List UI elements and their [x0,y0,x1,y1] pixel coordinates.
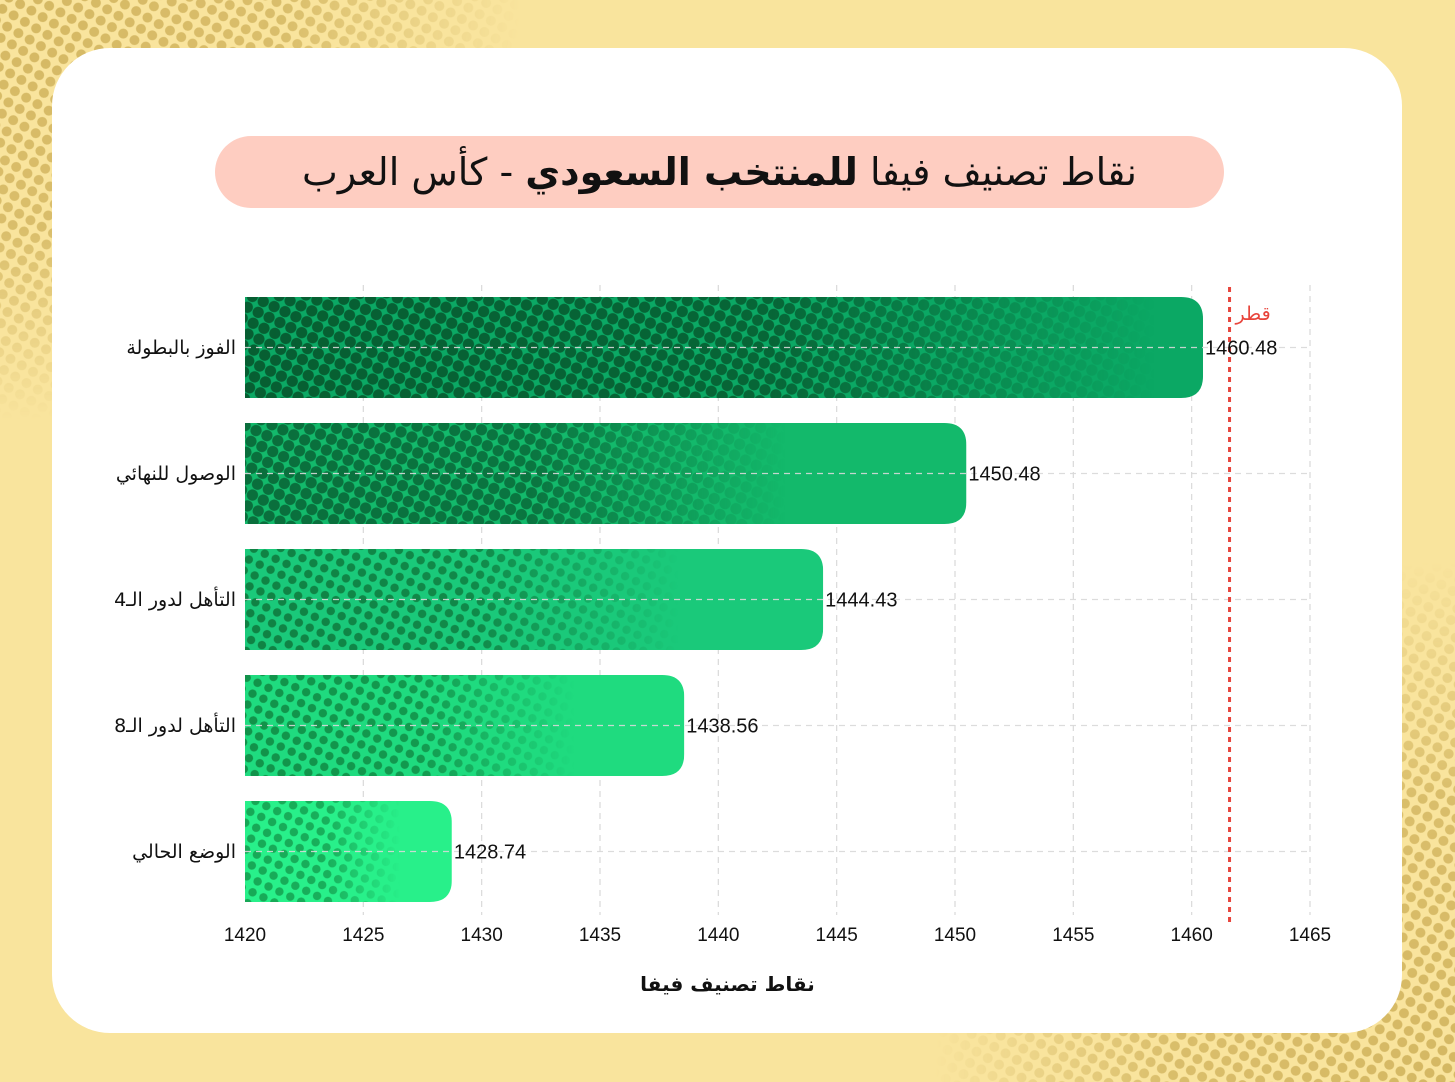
reference-line-label: قطر [1235,303,1271,325]
bar [245,675,685,776]
bar-value-label: 1438.56 [686,715,759,737]
bar-value-label: 1450.48 [968,463,1041,485]
category-label: التأهل لدور الـ8 [114,714,236,737]
category-label: الوضع الحالي [132,840,236,863]
x-tick-label: 1465 [1288,925,1332,946]
category-label: الوصول للنهائي [115,462,236,485]
x-tick-label: 1430 [460,925,503,946]
x-tick-label: 1425 [342,925,385,946]
category-label: الفوز بالبطولة [126,336,236,359]
title-part-2: - كأس العرب [302,150,526,194]
bar [245,423,967,524]
bar-value-label: 1444.43 [825,589,898,611]
x-tick-label: 1440 [697,925,740,946]
x-tick-label: 1420 [223,925,267,946]
category-label: التأهل لدور الـ4 [114,588,236,611]
chart-title-pill: نقاط تصنيف فيفا للمنتخب السعودي - كأس ال… [215,136,1224,208]
x-tick-label: 1445 [815,925,858,946]
x-tick-label: 1460 [1170,925,1213,946]
x-tick-label: 1450 [933,925,977,946]
bar-value-label: 1428.74 [453,841,527,863]
chart-title: نقاط تصنيف فيفا للمنتخب السعودي - كأس ال… [302,150,1137,194]
x-tick-label: 1435 [578,925,622,946]
title-part-bold: للمنتخب السعودي [525,150,858,194]
bar-value-label: 1460.48 [1205,337,1278,359]
x-tick-label: 1455 [1052,925,1095,946]
title-part-1: نقاط تصنيف فيفا [857,150,1137,194]
x-axis-title: نقاط تصنيف فيفا [640,972,815,996]
